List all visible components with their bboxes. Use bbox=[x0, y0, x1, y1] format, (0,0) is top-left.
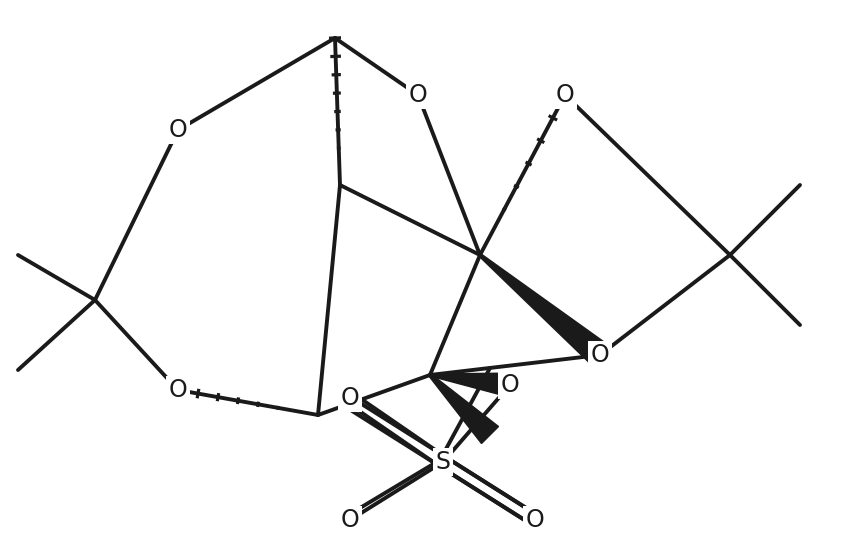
Text: S: S bbox=[436, 450, 450, 474]
Text: O: O bbox=[168, 118, 187, 142]
Text: O: O bbox=[526, 508, 544, 532]
Text: O: O bbox=[590, 343, 609, 367]
Polygon shape bbox=[429, 374, 498, 444]
Polygon shape bbox=[479, 254, 608, 365]
Text: O: O bbox=[409, 83, 427, 107]
Text: O: O bbox=[168, 378, 187, 402]
Text: O: O bbox=[501, 373, 519, 397]
Text: O: O bbox=[556, 83, 575, 107]
Text: O: O bbox=[340, 386, 359, 410]
Polygon shape bbox=[430, 373, 511, 397]
Text: O: O bbox=[340, 508, 359, 532]
